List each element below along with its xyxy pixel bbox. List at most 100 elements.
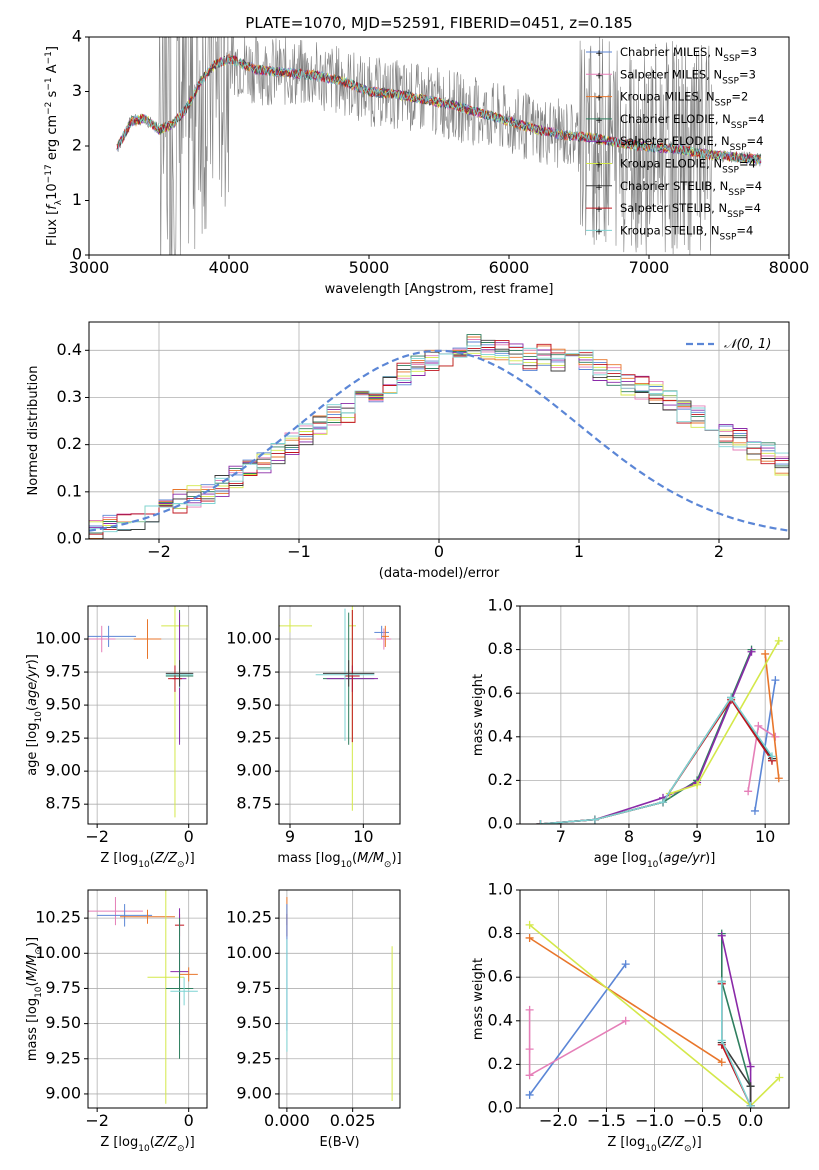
legend-label: Kroupa ELODIE, NSSP=4 [620,157,756,176]
legend-marker: + [595,183,603,193]
data-point [147,890,185,1104]
series-marker [775,1073,784,1082]
series-marker [774,636,783,645]
scatter-area [279,606,392,811]
legend-label: Kroupa MILES, NSSP=2 [620,90,748,109]
label-part: Chabrier ELODIE, N [620,112,731,126]
legend-label: Salpeter STELIB, NSSP=4 [620,201,761,220]
y-tick-label: 0.0 [488,1098,513,1117]
x-tick-label: −0.5 [683,1111,722,1130]
series-marker [717,1036,726,1045]
legend-marker: + [595,94,603,104]
scatter-area [88,890,198,1104]
y-tick-label: 9.75 [45,978,81,997]
label-part: )] [185,851,195,866]
y-tick-label: 0.0 [57,529,82,548]
data-point [120,909,175,924]
x-tick-label: 8000 [769,258,810,277]
series-line [540,696,773,824]
label-part: )] [25,654,40,664]
y-tick-label: 0.2 [488,1054,513,1073]
y-tick-label: 0.0 [488,814,513,833]
x-tick-label: 7000 [629,258,670,277]
y-tick-label: 10.00 [226,629,272,648]
label-part: Z [log [607,1135,645,1150]
x-tick-label: 3000 [69,258,110,277]
data-point [88,897,143,926]
label-part: SSP [730,143,747,153]
legend-marker: + [595,205,603,215]
label-part: SSP [722,166,739,176]
label-part: Kroupa ELODIE, N [620,157,722,171]
label-part: SSP [720,232,737,242]
series-marker [621,1016,630,1025]
y-tick-label: 9.25 [236,728,272,747]
label-part: age/yr [25,663,40,706]
axes-frame [87,605,208,825]
y-axis-label: Normed distribution [26,366,41,496]
label-part: ⊙ [34,947,44,955]
x-axis-label: Z [log10(Z/Z⊙)] [100,1135,194,1154]
label-part: )] [25,937,40,947]
x-axis-label: E(B-V) [319,1135,359,1150]
label-part: =4 [747,134,764,148]
series-marker [659,798,668,807]
data-point [315,608,375,741]
data-point [374,625,389,640]
y-axis-label: Flux [fλ10−17 erg cm−2 s−1 A−1] [44,46,64,246]
x-tick-label: 0 [184,827,194,846]
data-point [381,625,389,647]
label-part: ( [25,706,40,711]
series-marker [525,920,534,929]
gaussian-curve [89,349,789,532]
label-part: )] [185,1135,195,1150]
label-part: s [45,90,60,101]
chart-title: PLATE=1070, MJD=52591, FIBERID=0451, z=0… [245,14,632,32]
y-tick-label: 0.2 [488,770,513,789]
x-tick-label: 6000 [489,258,530,277]
panel-weight-vs-z: −2.0 −1.5 −1.0 −0.5 0.0 0.0 0.2 0.4 0.6 0.8 1.0 Z [… [471,880,790,1154]
y-tick-label: 0.3 [57,387,82,406]
series-line [529,937,723,1063]
label-part: SSP [722,76,739,86]
y-tick-label: 0.4 [488,1010,513,1029]
y-tick-label: 2 [72,136,82,155]
y-tick-label: 10.00 [35,629,81,648]
series-marker [750,806,759,815]
axes-frame [278,605,401,825]
x-tick-label: −2.0 [539,1111,578,1130]
label-part: SSP [728,188,745,198]
y-axis-label: age [log10(age/yr)] [25,654,44,776]
series-line [528,963,627,1096]
series-marker [717,931,726,940]
label-part: Kroupa STELIB, N [620,223,720,237]
series-marker [767,752,776,761]
label-part: SSP [731,121,748,131]
axes-frame [87,889,208,1109]
label-part: age [log [25,723,40,776]
series-marker [717,1058,726,1067]
label-part: =3 [739,67,756,81]
x-tick-label: 10 [755,827,775,846]
legend-label: Salpeter ELODIE, NSSP=4 [620,134,763,153]
data-point [88,625,137,647]
label-part: 10 [341,860,353,870]
data-point [345,609,360,743]
x-tick-label: 0.000 [264,1111,310,1130]
label-part: Salpeter STELIB, N [620,201,727,215]
histogram-series [89,336,789,539]
series-marker [744,787,753,796]
label-part: Chabrier STELIB, N [620,179,728,193]
y-tick-label: 0.4 [57,340,82,359]
histogram-area [89,334,789,539]
x-tick-label: 5000 [349,258,390,277]
label-part: Z [log [100,851,138,866]
histogram-series [89,339,789,521]
legend-marker: + [595,49,603,59]
series-marker [761,649,770,658]
x-tick-label: −1.0 [635,1111,674,1130]
data-point [170,977,198,1006]
